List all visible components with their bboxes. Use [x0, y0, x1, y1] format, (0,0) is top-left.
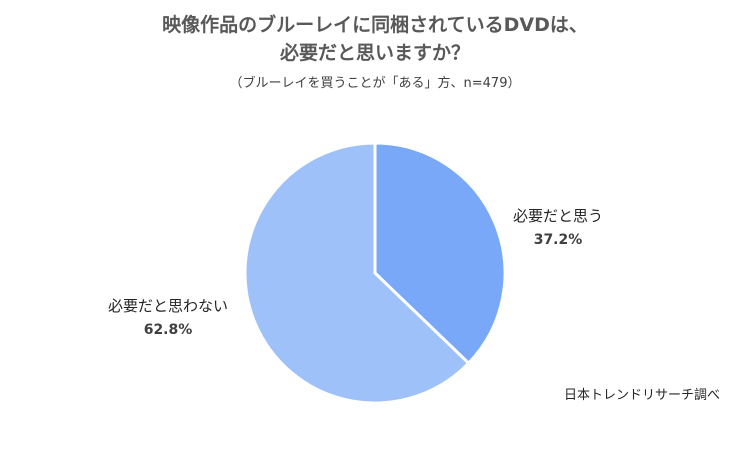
chart-title-line2: 必要だと思いますか？	[279, 42, 470, 64]
slice-label-1: 必要だと思う	[513, 207, 603, 225]
chart-title-line1: 映像作品のブルーレイに同梱されているDVDは、	[162, 14, 588, 36]
slice-value-label-2: 62.8%	[144, 322, 193, 338]
slice-label-2: 必要だと思わない	[108, 297, 228, 315]
source-note: 日本トレンドリサーチ調べ	[563, 388, 720, 403]
chart-subtitle: （ブルーレイを買うことが「ある」方、n=479）	[229, 76, 521, 91]
slice-value-label-1: 37.2%	[534, 232, 583, 248]
pie-slice-2	[243, 141, 471, 405]
pie-slice-1	[373, 141, 507, 365]
